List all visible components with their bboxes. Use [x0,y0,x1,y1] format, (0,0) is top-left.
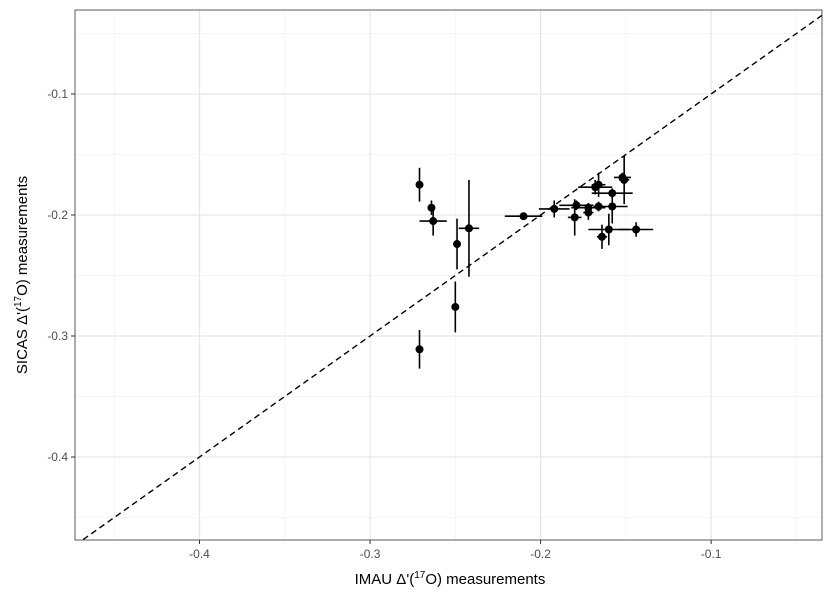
y-title-part: SICAS Δ'( [14,307,31,374]
grid [75,10,822,540]
point [451,302,460,311]
y-tick-label: -0.4 [47,450,68,464]
x-axis-title: IMAU Δ'(17O) measurements [355,570,546,588]
point [597,232,606,241]
point [427,203,436,212]
y-tick-label: -0.3 [47,329,68,343]
point [429,217,438,226]
reference-line [81,14,823,540]
point [594,180,603,189]
y-tick-label: -0.2 [47,208,68,222]
x-tick-label: -0.1 [701,547,722,561]
point [632,225,641,234]
y-title-part: O) measurements [14,176,31,296]
point [550,204,559,213]
point [464,224,473,233]
plot-area [81,14,823,540]
panel-border [74,9,823,541]
point [453,240,462,249]
y-tick-label: -0.1 [47,87,68,101]
x-title-superscript: 17 [414,570,426,581]
point [608,202,617,211]
point [415,345,424,354]
x-tick-label: -0.3 [360,547,381,561]
point [604,225,613,234]
point [618,173,627,182]
point [415,180,424,189]
point [519,212,528,221]
x-title-part: IMAU Δ'( [355,571,415,588]
point [584,208,593,217]
x-title-part: O) measurements [425,571,545,588]
x-tick-label: -0.2 [530,547,551,561]
point [570,213,579,222]
y-axis-title: SICAS Δ'(17O) measurements [13,176,31,374]
y-title-superscript: 17 [13,295,24,307]
x-tick-label: -0.4 [189,547,210,561]
